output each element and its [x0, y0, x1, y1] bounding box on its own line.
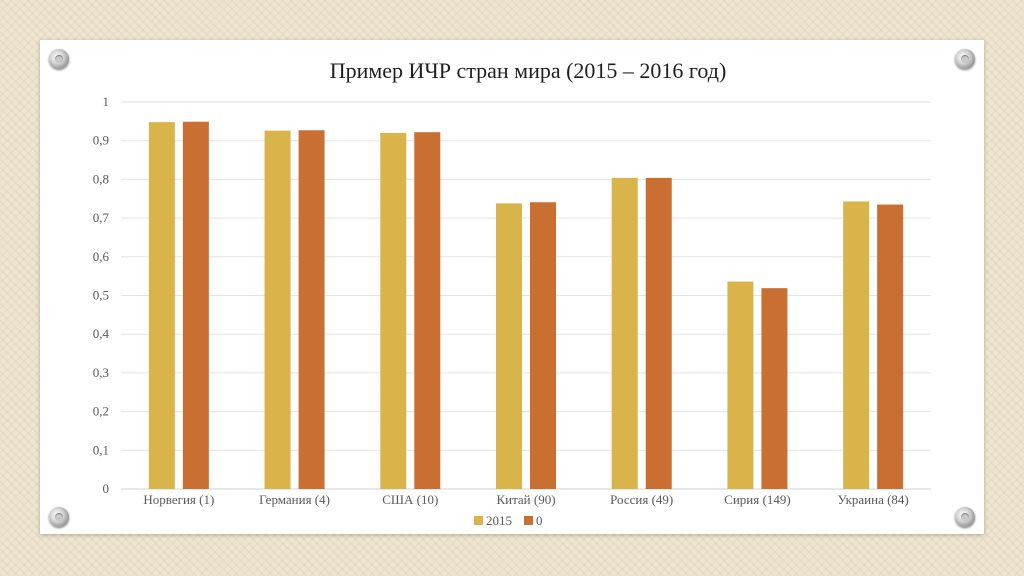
- legend-swatch: [524, 516, 533, 525]
- bar-2015-2: [380, 132, 407, 489]
- bar-0-0: [182, 121, 209, 489]
- pin-top-right-icon: [955, 49, 975, 69]
- bar-0-4: [645, 177, 672, 490]
- y-tick-label: 0,3: [93, 365, 109, 380]
- x-tick-label: Украина (84): [838, 492, 909, 507]
- bar-0-2: [414, 132, 441, 489]
- x-tick-label: Германия (4): [259, 492, 330, 507]
- bar-2015-1: [264, 130, 291, 489]
- y-tick-label: 0,9: [93, 133, 109, 148]
- pin-bottom-left-icon: [49, 507, 69, 527]
- y-tick-label: 0,1: [93, 442, 109, 457]
- chart-title: Пример ИЧР стран мира (2015 – 2016 год): [330, 58, 727, 83]
- bar-2015-5: [727, 281, 754, 489]
- x-tick-label: Китай (90): [496, 492, 555, 507]
- bar-2015-3: [496, 203, 522, 490]
- bar-2015-4: [611, 177, 638, 490]
- y-tick-label: 0,8: [93, 171, 109, 186]
- legend-swatch: [474, 516, 483, 525]
- legend-label: 2015: [486, 513, 512, 528]
- y-tick-label: 0,4: [93, 326, 110, 341]
- y-tick-label: 0,7: [93, 210, 110, 225]
- y-tick-label: 1: [103, 94, 110, 109]
- bar-0-6: [877, 204, 904, 489]
- bar-2015-6: [843, 201, 870, 490]
- bar-0-3: [530, 202, 556, 489]
- y-tick-label: 0: [103, 481, 110, 496]
- legend-label: 0: [536, 513, 543, 528]
- legend: 2015 0: [474, 513, 543, 528]
- bar-0-5: [761, 288, 788, 489]
- x-tick-label: США (10): [382, 492, 438, 507]
- bar-chart: Пример ИЧР стран мира (2015 – 2016 год) …: [93, 58, 931, 528]
- bar-2015-0: [148, 122, 175, 490]
- slide-card: Пример ИЧР стран мира (2015 – 2016 год) …: [40, 40, 984, 534]
- x-tick-label: Россия (49): [610, 492, 673, 507]
- pin-bottom-right-icon: [955, 507, 975, 527]
- x-tick-label: Норвегия (1): [143, 492, 214, 507]
- pin-top-left-icon: [49, 49, 69, 69]
- y-tick-label: 0,5: [93, 288, 109, 303]
- y-tick-label: 0,2: [93, 404, 109, 419]
- x-tick-label: Сирия (149): [724, 492, 790, 507]
- bar-0-1: [298, 130, 325, 489]
- y-tick-label: 0,6: [93, 249, 110, 264]
